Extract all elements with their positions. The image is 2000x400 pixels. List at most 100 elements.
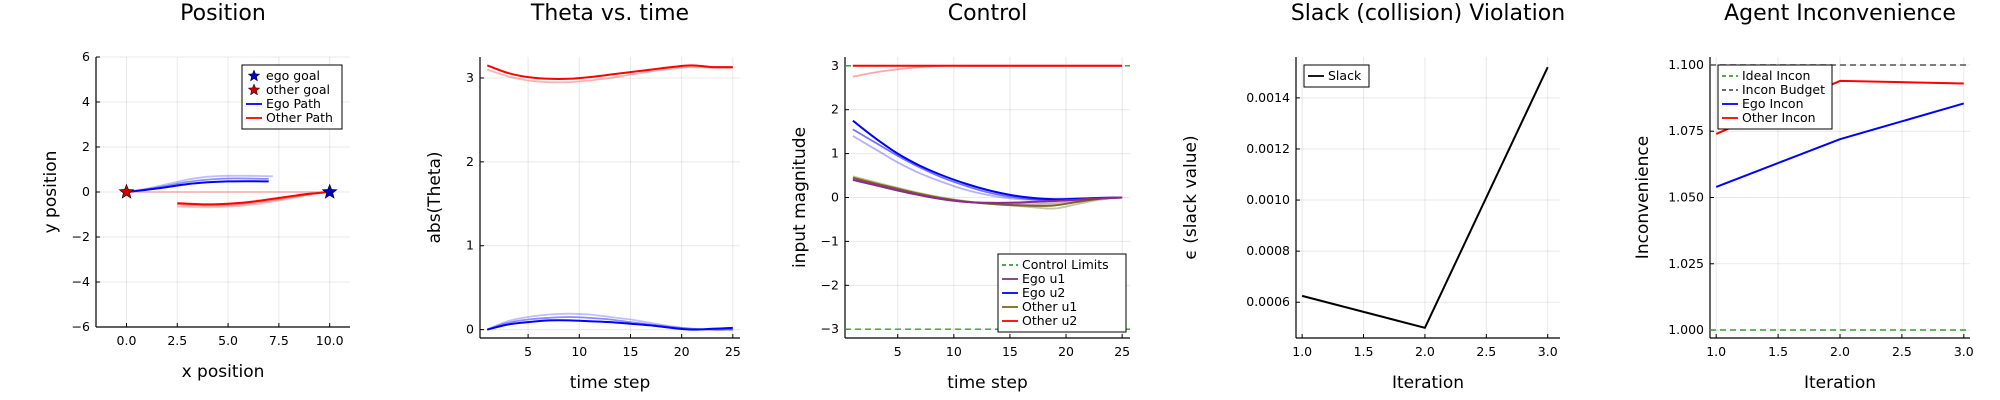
grid xyxy=(1296,57,1560,338)
series-line xyxy=(177,191,330,206)
series-group xyxy=(845,64,1130,330)
panel-control: Control time step input magnitude 5 10 15 2… xyxy=(790,1,1130,393)
y-tick-label: 0 xyxy=(82,184,90,199)
legend-label: Slack xyxy=(1328,68,1362,83)
goal-marker xyxy=(321,183,338,199)
series-line xyxy=(177,191,330,209)
y-tick-label: 0.0010 xyxy=(1246,192,1290,207)
legend-label: Other u1 xyxy=(1022,299,1077,314)
y-tick-label: 3 xyxy=(831,58,839,73)
x-tick-label: 5.0 xyxy=(218,333,238,348)
x-axis-label: time step xyxy=(570,373,651,393)
panel-title: Slack (collision) Violation xyxy=(1291,1,1565,26)
y-tick-label: −2 xyxy=(72,229,90,244)
legend-label: Control Limits xyxy=(1022,257,1109,272)
y-tick-label: −3 xyxy=(821,321,839,336)
legend-box xyxy=(1303,64,1370,88)
series-line xyxy=(852,64,1123,78)
legend-label: Ego u1 xyxy=(1022,271,1065,286)
y-tick-label: 0.0014 xyxy=(1246,90,1290,105)
legend-label: other goal xyxy=(266,82,330,97)
series-line xyxy=(1301,66,1549,329)
x-tick-label: 15 xyxy=(623,344,639,359)
x-tick-label: 2.5 xyxy=(167,333,187,348)
x-axis-label: x position xyxy=(182,362,265,382)
y-tick-label: 1.000 xyxy=(1668,322,1704,337)
x-tick-label: 1.0 xyxy=(1292,344,1312,359)
x-tick-label: 10 xyxy=(571,344,587,359)
y-axis-label: abs(Theta) xyxy=(425,151,445,243)
series-group xyxy=(486,64,733,331)
x-tick-label: 3.0 xyxy=(1538,344,1558,359)
y-tick-label: 2 xyxy=(82,139,90,154)
legend-label: Ego Path xyxy=(266,96,321,111)
legend-box xyxy=(997,253,1127,333)
series-line xyxy=(486,64,733,81)
x-tick-label: 1.5 xyxy=(1768,344,1788,359)
series-line xyxy=(126,180,269,193)
y-axis-label: y position xyxy=(41,151,61,234)
series-line xyxy=(126,174,273,193)
y-tick-label: 0 xyxy=(831,190,839,205)
x-tick-label: 25 xyxy=(725,344,741,359)
legend-label: Ego Incon xyxy=(1742,96,1804,111)
panel-theta: Theta vs. time time step abs(Theta) 5 10 1… xyxy=(425,1,741,393)
y-tick-label: −6 xyxy=(72,319,90,334)
x-tick-label: 20 xyxy=(674,344,690,359)
y-tick-label: 0 xyxy=(466,322,474,337)
x-tick-label: 15 xyxy=(1002,344,1018,359)
legend-label: ego goal xyxy=(266,68,320,83)
y-tick-label: 1.050 xyxy=(1668,190,1704,205)
x-tick-label: 10 xyxy=(946,344,962,359)
grid xyxy=(480,57,740,338)
y-tick-label: −4 xyxy=(72,274,90,289)
x-tick-label: 20 xyxy=(1058,344,1074,359)
legend-star-icon xyxy=(247,69,261,82)
y-tick-label: 2 xyxy=(831,102,839,117)
y-tick-label: 1 xyxy=(466,238,474,253)
series-line xyxy=(852,178,1123,204)
x-tick-label: 1.0 xyxy=(1706,344,1726,359)
y-tick-label: 1.025 xyxy=(1668,256,1704,271)
legend-label: Incon Budget xyxy=(1742,82,1825,97)
legend-label: Ideal Incon xyxy=(1742,68,1810,83)
legend-label: Other Incon xyxy=(1742,110,1816,125)
series-line xyxy=(1715,102,1965,188)
y-tick-label: 4 xyxy=(82,94,90,109)
x-tick-label: 10.0 xyxy=(316,333,344,348)
x-tick-label: 5 xyxy=(524,344,532,359)
legend: Slack xyxy=(1303,64,1370,88)
y-tick-label: 0.0012 xyxy=(1246,141,1290,156)
x-tick-label: 1.5 xyxy=(1354,344,1374,359)
x-tick-label: 25 xyxy=(1114,344,1130,359)
panel-position: Position x position y position 0.0 2.5 5.0… xyxy=(41,1,350,382)
goal-marker xyxy=(118,183,135,199)
x-tick-label: 5 xyxy=(894,344,902,359)
x-tick-label: 2.0 xyxy=(1830,344,1850,359)
panel-title: Position xyxy=(180,1,266,26)
y-tick-label: 3 xyxy=(466,70,474,85)
x-tick-label: 7.5 xyxy=(269,333,289,348)
legend-star-icon xyxy=(247,83,261,96)
y-tick-label: −2 xyxy=(821,277,839,292)
y-tick-label: 2 xyxy=(466,154,474,169)
x-tick-label: 3.0 xyxy=(1954,344,1974,359)
y-tick-label: 1.075 xyxy=(1668,123,1704,138)
y-tick-label: 6 xyxy=(82,49,90,64)
legend-label: Ego u2 xyxy=(1022,285,1065,300)
panel-slack: Slack (collision) Violation Iteration ϵ … xyxy=(1181,1,1565,393)
y-axis-label: ϵ (slack value) xyxy=(1181,135,1201,259)
y-tick-label: 0.0008 xyxy=(1246,243,1290,258)
series-line xyxy=(486,319,733,331)
series-group xyxy=(1301,66,1549,329)
panel-title: Theta vs. time xyxy=(530,1,689,26)
y-axis-label: input magnitude xyxy=(790,127,810,268)
series-line xyxy=(486,66,733,84)
y-tick-label: 1 xyxy=(831,146,839,161)
panel-title: Control xyxy=(948,1,1028,26)
series-group xyxy=(126,174,330,209)
